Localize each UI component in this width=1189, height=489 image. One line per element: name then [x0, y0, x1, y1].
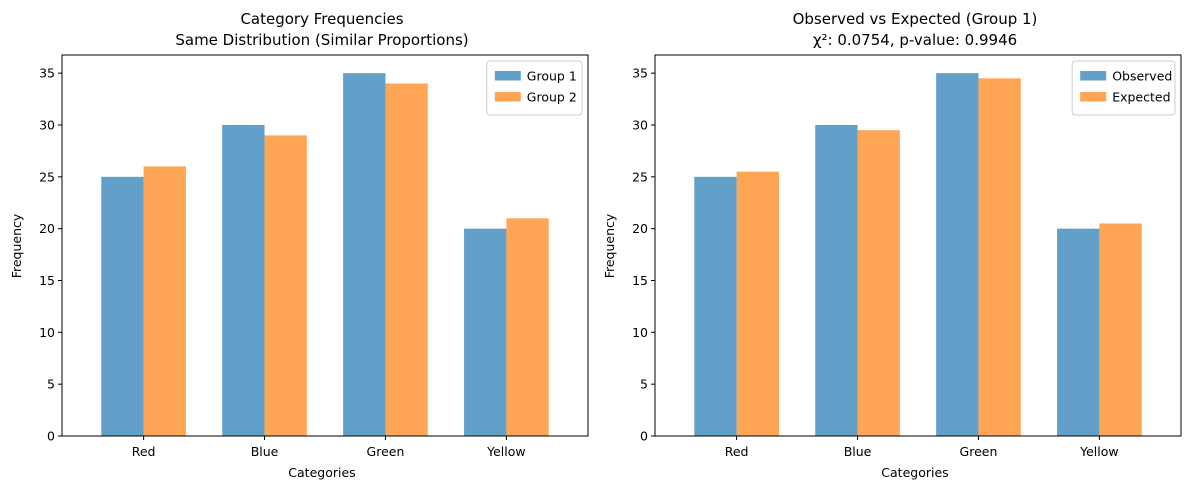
bar-expected-green [978, 78, 1021, 436]
legend: Observed Expected [1071, 60, 1176, 116]
legend-swatch [1080, 92, 1107, 102]
x-axis-label: Categories [881, 465, 948, 480]
y-tick-label: 10 [632, 325, 648, 340]
y-tick-label: 15 [39, 273, 55, 288]
bar-group-2-yellow [506, 218, 549, 436]
chart-subtitle: χ²: 0.0754, p-value: 0.9946 [813, 31, 1017, 49]
bar-group-1-yellow [464, 228, 507, 436]
y-tick-label: 0 [47, 429, 55, 444]
x-tick-label: Red [132, 444, 156, 459]
y-tick-label: 20 [39, 221, 55, 236]
legend-swatch [494, 71, 521, 81]
y-axis-label: Frequency [602, 213, 617, 278]
bar-expected-red [736, 171, 779, 436]
chart-category-frequencies: Category Frequencies Same Distribution (… [9, 10, 589, 480]
legend: Group 1 Group 2 [486, 60, 583, 116]
legend-swatch [494, 92, 521, 102]
bar-observed-green [936, 73, 979, 437]
y-tick-label: 15 [632, 273, 648, 288]
y-tick-label: 10 [39, 325, 55, 340]
y-tick-label: 25 [632, 169, 648, 184]
legend-swatch [1080, 71, 1107, 81]
y-tick-label: 5 [640, 377, 648, 392]
x-tick-label: Green [960, 444, 998, 459]
x-tick-label: Green [367, 444, 405, 459]
y-axis-label: Frequency [9, 213, 24, 278]
bar-expected-yellow [1099, 223, 1142, 436]
bar-group-2-green [385, 83, 428, 437]
y-tick-label: 5 [47, 377, 55, 392]
x-tick-label: Blue [251, 444, 279, 459]
y-tick-label: 0 [640, 429, 648, 444]
plot-frame [61, 54, 589, 437]
y-tick-label: 25 [39, 169, 55, 184]
bar-group-1-red [101, 176, 144, 436]
y-tick-label: 30 [39, 117, 55, 132]
chart-subtitle: Same Distribution (Similar Proportions) [175, 31, 468, 49]
chart-observed-vs-expected: Observed vs Expected (Group 1) χ²: 0.075… [602, 10, 1182, 480]
x-tick-label: Red [725, 444, 749, 459]
legend-label: Group 1 [527, 69, 577, 84]
bar-group-2-blue [264, 135, 307, 437]
bar-group-2-red [143, 166, 186, 436]
bar-observed-blue [815, 124, 858, 437]
y-tick-label: 35 [39, 66, 55, 81]
chart-title: Observed vs Expected (Group 1) [793, 10, 1038, 28]
legend-label: Observed [1112, 69, 1172, 84]
x-axis-label: Categories [288, 465, 355, 480]
x-tick-label: Yellow [1079, 444, 1118, 459]
bar-observed-yellow [1057, 228, 1100, 436]
bar-group-1-blue [222, 124, 265, 437]
bar-group-1-green [343, 73, 386, 437]
y-tick-label: 30 [632, 117, 648, 132]
x-tick-label: Blue [844, 444, 872, 459]
y-tick-label: 20 [632, 221, 648, 236]
legend-label: Group 2 [527, 90, 577, 105]
chart-title: Category Frequencies [240, 10, 403, 28]
y-tick-label: 35 [632, 66, 648, 81]
bar-observed-red [694, 176, 737, 436]
plot-frame [654, 54, 1182, 437]
x-tick-label: Yellow [486, 444, 525, 459]
legend-label: Expected [1112, 90, 1170, 105]
bar-expected-blue [857, 130, 900, 436]
